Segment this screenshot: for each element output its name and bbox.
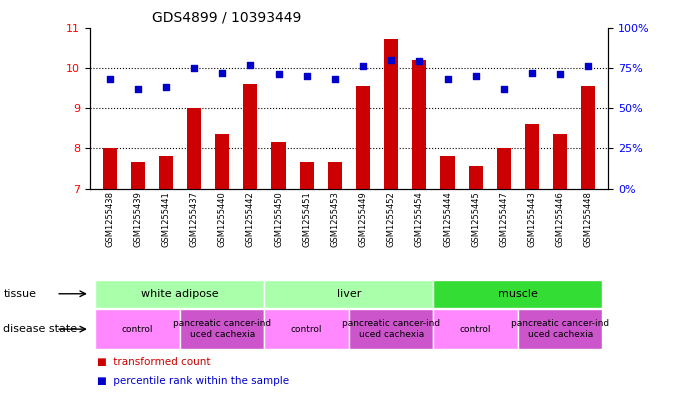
Bar [384,39,398,189]
Bar [581,86,596,189]
Point [160,84,171,90]
Point [132,86,143,92]
Point [583,63,594,69]
Text: pancreatic cancer-ind
uced cachexia: pancreatic cancer-ind uced cachexia [342,320,440,339]
Bar [272,142,285,189]
Bar [95,309,180,349]
Bar [356,86,370,189]
Point [470,73,481,79]
Point [386,57,397,63]
Bar [300,162,314,189]
Point [442,76,453,82]
Point [245,61,256,68]
Bar [497,148,511,189]
Bar [440,156,455,189]
Bar [433,309,518,349]
Text: ■  transformed count: ■ transformed count [97,357,210,367]
Point [301,73,312,79]
Bar [265,309,349,349]
Bar [180,309,265,349]
Point [414,58,425,64]
Point [189,64,200,71]
Bar [95,280,265,308]
Bar [349,309,433,349]
Point [498,86,509,92]
Text: tissue: tissue [3,289,37,299]
Bar [131,162,144,189]
Bar [243,84,258,189]
Bar [468,167,483,189]
Bar [433,280,603,308]
Bar [525,124,539,189]
Bar [215,134,229,189]
Point [273,71,284,77]
Bar [159,156,173,189]
Point [357,63,368,69]
Bar [328,162,342,189]
Point [330,76,341,82]
Text: pancreatic cancer-ind
uced cachexia: pancreatic cancer-ind uced cachexia [173,320,272,339]
Bar [413,60,426,189]
Point [527,70,538,76]
Bar [518,309,603,349]
Text: control: control [291,325,323,334]
Bar [102,148,117,189]
Point [555,71,566,77]
Text: pancreatic cancer-ind
uced cachexia: pancreatic cancer-ind uced cachexia [511,320,609,339]
Text: GDS4899 / 10393449: GDS4899 / 10393449 [152,11,301,25]
Bar [187,108,201,189]
Text: disease state: disease state [3,324,77,334]
Bar [553,134,567,189]
Bar [265,280,433,308]
Point [217,70,228,76]
Text: control: control [460,325,491,334]
Point [104,76,115,82]
Text: control: control [122,325,153,334]
Text: muscle: muscle [498,289,538,299]
Text: liver: liver [337,289,361,299]
Text: white adipose: white adipose [141,289,219,299]
Text: ■  percentile rank within the sample: ■ percentile rank within the sample [97,376,289,386]
